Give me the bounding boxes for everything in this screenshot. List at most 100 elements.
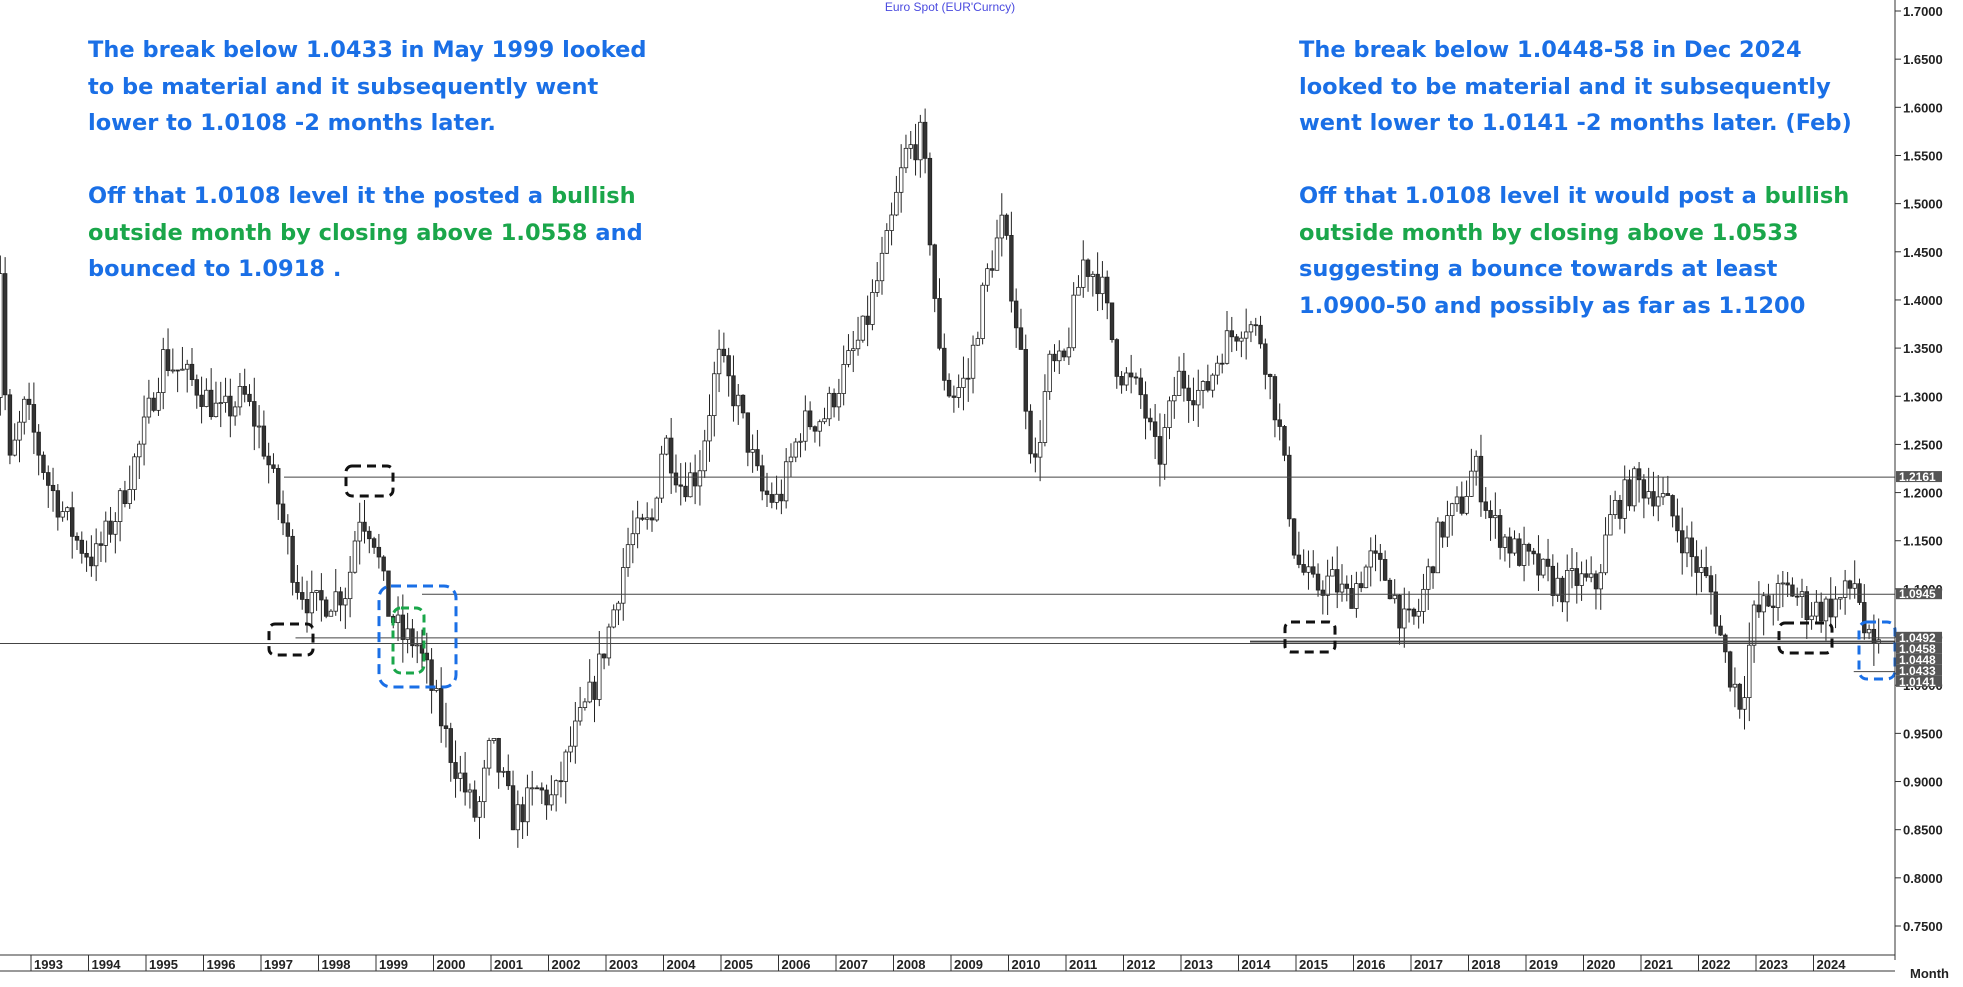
- candle-body-up: [597, 653, 602, 700]
- candle-body-up: [1823, 598, 1829, 622]
- x-tick-label: 2008: [897, 957, 926, 972]
- candle-body-up: [117, 490, 123, 522]
- candle-body-up: [1100, 276, 1105, 295]
- candle-body-up: [1622, 479, 1627, 519]
- candle-body-down: [1119, 376, 1124, 386]
- candle: [898, 144, 904, 213]
- candle-body-down: [807, 410, 813, 428]
- candle-body-down: [1263, 343, 1268, 375]
- candle-body-down: [1157, 436, 1163, 465]
- y-tick-label: 1.3500: [1903, 341, 1943, 356]
- candle: [55, 484, 61, 531]
- candle: [362, 499, 367, 544]
- candle-body-up: [1454, 496, 1460, 505]
- candle-body-down: [932, 244, 937, 299]
- candle: [558, 761, 564, 798]
- candle-body-down: [1320, 589, 1326, 596]
- candle-body-up: [223, 395, 228, 404]
- candle-body-down: [1847, 580, 1853, 589]
- candle: [347, 556, 353, 618]
- candle-body-down: [74, 535, 80, 541]
- annotation-left-line: Off that 1.0108 level it the posted a bu…: [88, 178, 646, 215]
- level-labels: 1.2161 1.0945 1.04921.04581.04481.04331.01…: [1896, 470, 1942, 689]
- candle-body-down: [1574, 568, 1579, 586]
- candle: [170, 348, 176, 374]
- candle-body-down: [175, 369, 180, 372]
- candle-body-up: [635, 517, 640, 535]
- candle-body-down: [429, 659, 434, 691]
- candle: [271, 453, 276, 473]
- candle: [1373, 534, 1378, 572]
- candle: [1186, 374, 1191, 423]
- candle: [1421, 573, 1426, 624]
- x-tick-label: 1999: [379, 957, 408, 972]
- candle-body-down: [1085, 259, 1091, 277]
- candle: [1866, 624, 1872, 640]
- candle-body-up: [875, 280, 880, 293]
- candle: [707, 394, 712, 462]
- candle: [1426, 558, 1431, 610]
- candle: [975, 331, 981, 346]
- candle-body-up: [309, 592, 314, 614]
- y-tick-label: 0.9500: [1903, 726, 1943, 741]
- candle: [0, 255, 3, 416]
- candle-body-down: [1804, 591, 1809, 621]
- candle-body-down: [1061, 350, 1067, 358]
- candle: [1335, 546, 1340, 609]
- candle-body-up: [1751, 604, 1757, 646]
- candle-body-up: [783, 461, 789, 502]
- level-label: 1.0492: [1896, 631, 1942, 645]
- candle-body-up: [405, 628, 410, 640]
- candle-body-down: [7, 394, 13, 456]
- candle: [1167, 396, 1172, 440]
- annotation-right-line: 1.0900-50 and possibly as far as 1.1200: [1299, 292, 1806, 319]
- candle-body-up: [803, 410, 808, 442]
- candle: [122, 480, 128, 508]
- candle-body-up: [515, 804, 521, 831]
- candle-body-up: [1090, 273, 1096, 277]
- candle: [1191, 377, 1196, 421]
- candle: [74, 532, 80, 551]
- candle: [89, 535, 94, 577]
- candle: [1608, 495, 1613, 536]
- candle-body-down: [84, 552, 89, 558]
- candle: [309, 570, 314, 630]
- candle: [50, 467, 56, 512]
- candle-body-down: [1272, 376, 1278, 421]
- candle: [132, 453, 137, 501]
- candle: [654, 496, 659, 522]
- candle: [1085, 258, 1091, 292]
- candle-body-up: [994, 237, 1000, 271]
- candle: [1052, 344, 1057, 372]
- annotation-right-line: looked to be material and it subsequentl…: [1299, 73, 1831, 100]
- candle-body-up: [1569, 568, 1575, 571]
- candle-body-down: [1028, 410, 1033, 455]
- candle-body-down: [937, 298, 942, 349]
- candle: [611, 604, 616, 629]
- y-tick-label: 1.4000: [1903, 293, 1943, 308]
- candle: [606, 623, 612, 666]
- level-label-bg: [1896, 471, 1942, 483]
- candle: [990, 250, 995, 278]
- candle-body-down: [1411, 608, 1417, 617]
- candle-body-down: [46, 472, 51, 486]
- candle-body-up: [1172, 395, 1177, 402]
- candle: [314, 589, 319, 611]
- y-tick-label: 1.2500: [1903, 437, 1943, 452]
- y-axis-ticks: 0.75000.80000.85000.90000.95001.00001.05…: [1895, 4, 1943, 934]
- candle: [779, 479, 784, 515]
- candle-body-down: [1713, 591, 1718, 627]
- candle-body-down: [496, 738, 501, 773]
- candle-body-up: [970, 344, 976, 379]
- candle: [1512, 530, 1517, 556]
- candle: [530, 770, 535, 806]
- candle: [103, 511, 108, 563]
- candle-body-down: [285, 522, 291, 537]
- candle-body-up: [611, 609, 616, 628]
- level-label: 1.2161: [1896, 470, 1942, 484]
- candle: [563, 749, 568, 804]
- candle-body-down: [1191, 400, 1196, 406]
- candle-body-down: [304, 599, 310, 614]
- candle: [194, 374, 199, 409]
- candle-body-down: [951, 395, 957, 398]
